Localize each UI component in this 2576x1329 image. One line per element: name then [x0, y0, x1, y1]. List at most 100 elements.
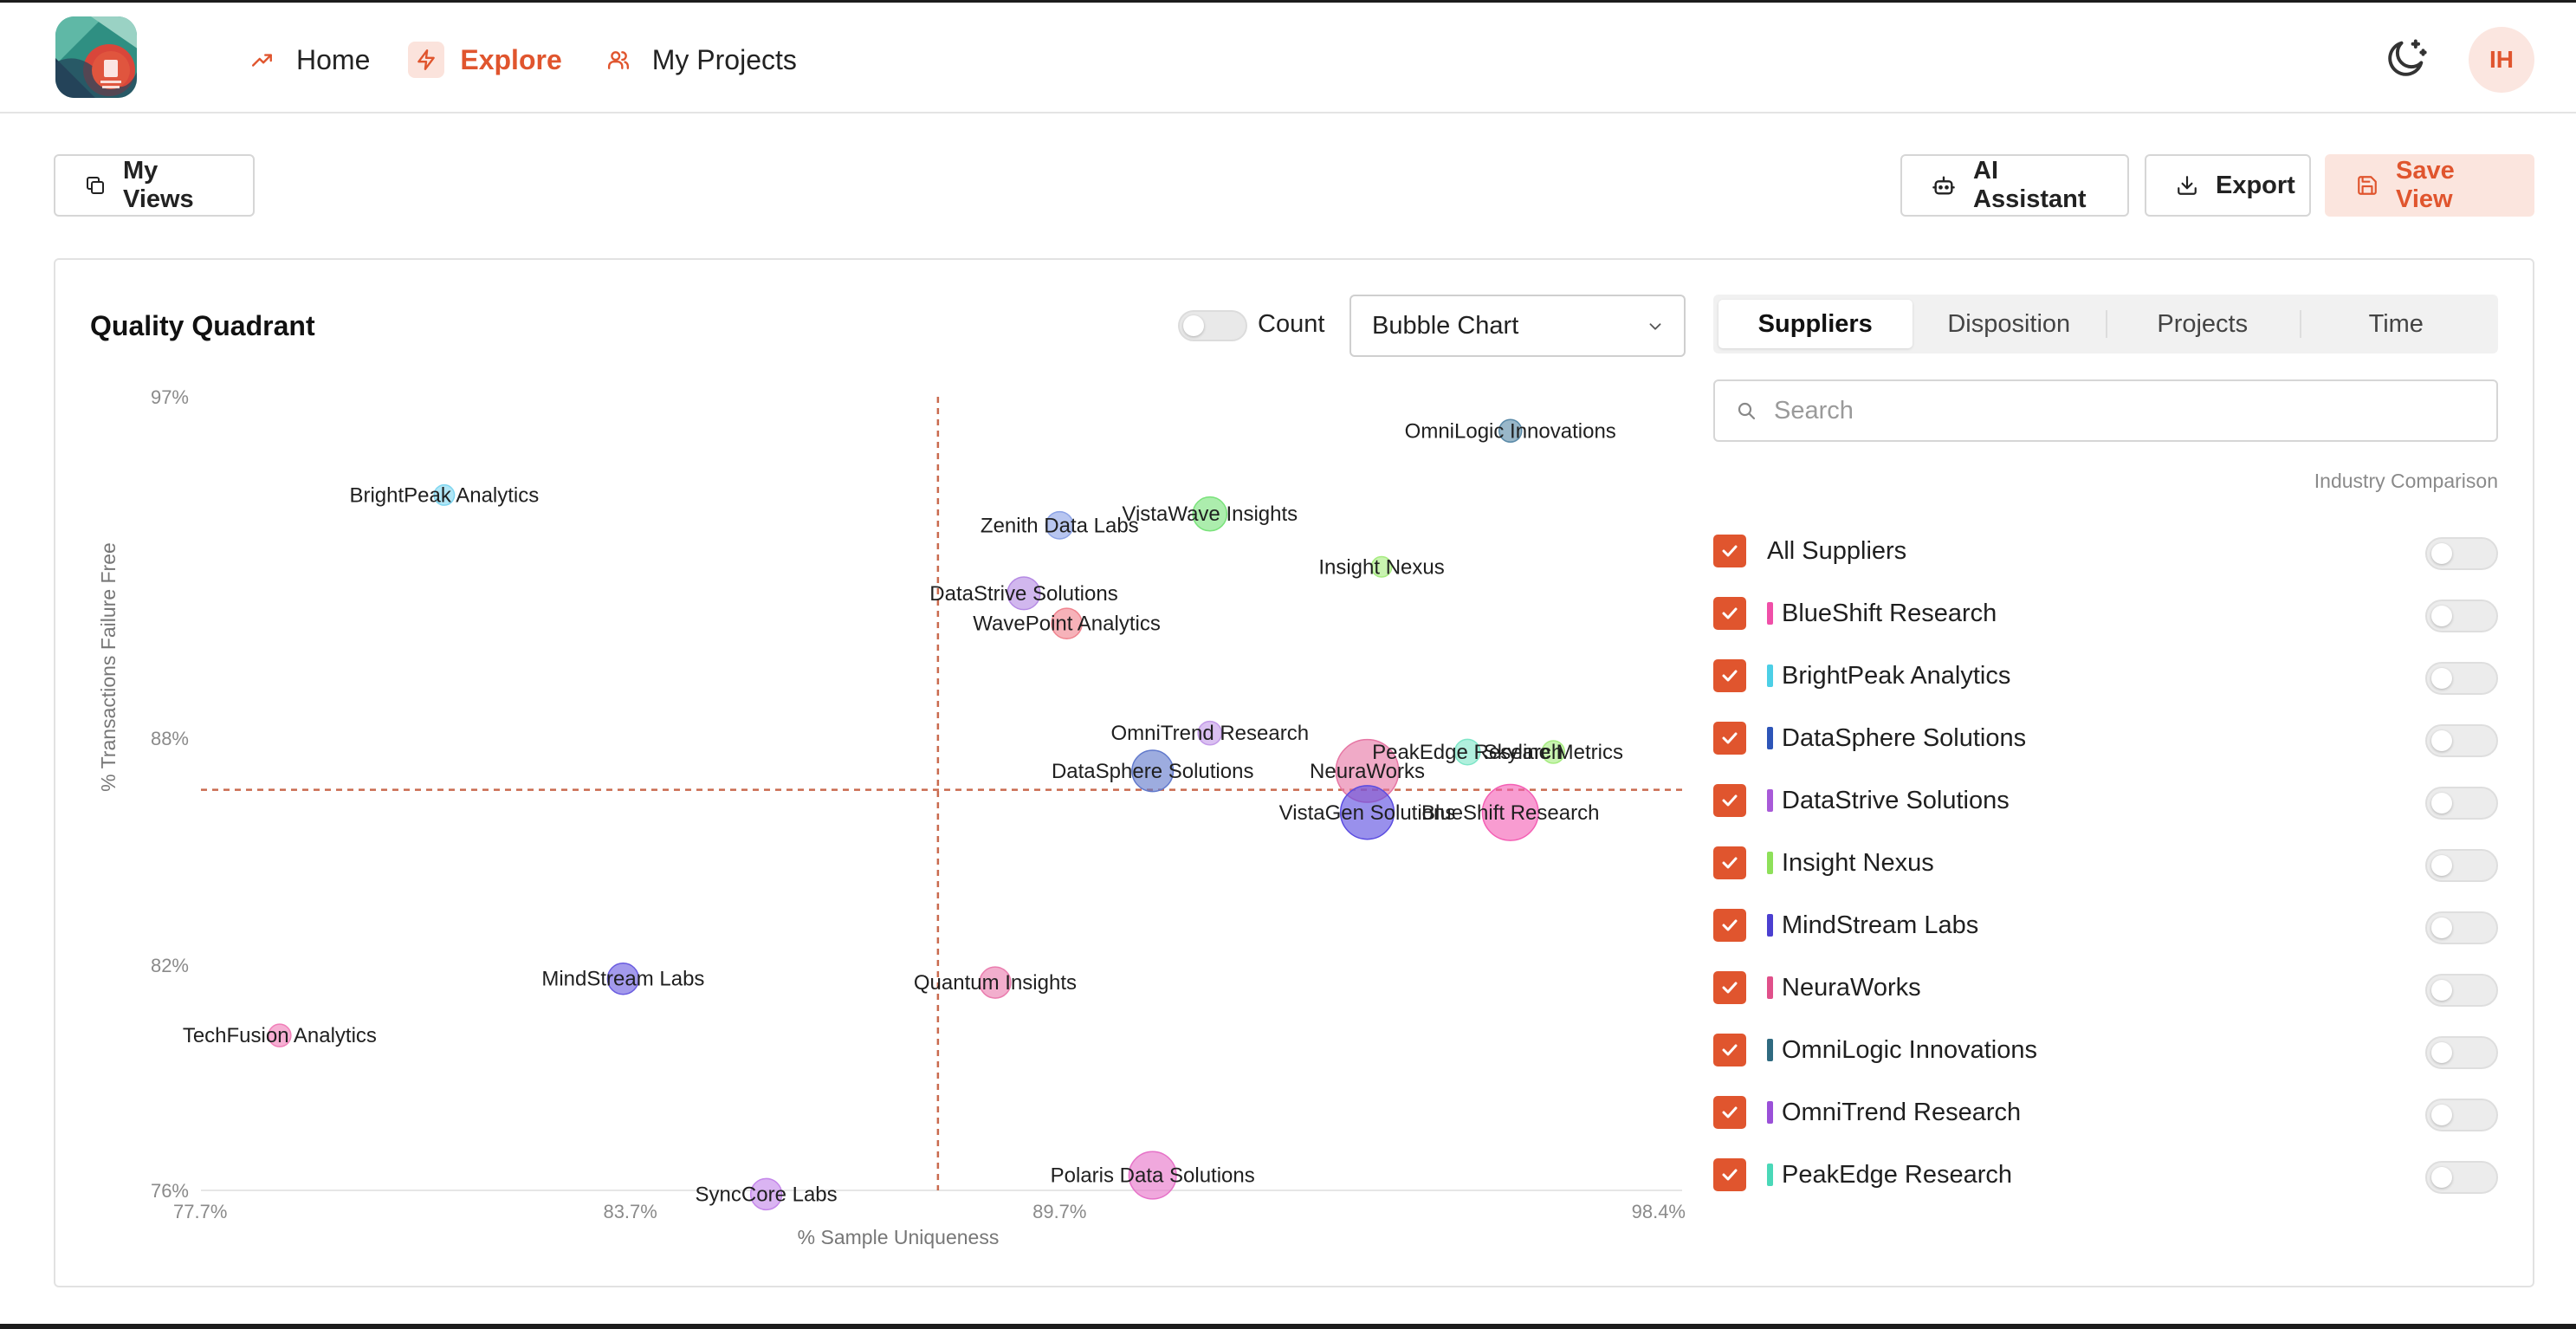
my-views-label: My Views [123, 157, 194, 213]
window-bottom-border [0, 1324, 2576, 1329]
industry-comparison-toggle[interactable] [2425, 537, 2498, 570]
my-views-button[interactable]: My Views [54, 154, 255, 217]
y-tick-label: 97% [151, 386, 189, 408]
industry-comparison-toggle[interactable] [2425, 662, 2498, 695]
tab-disposition[interactable]: Disposition [1947, 309, 2071, 338]
brand-logo[interactable] [54, 15, 139, 100]
supplier-color-swatch [1767, 1039, 1773, 1061]
bubble-label: DataSphere Solutions [1052, 760, 1253, 783]
checkbox-checked[interactable] [1713, 659, 1746, 692]
y-tick-label: 76% [151, 1180, 189, 1202]
user-avatar[interactable]: IH [2469, 27, 2534, 93]
bubble [1481, 783, 1539, 841]
supplier-row[interactable]: DataSphere Solutions [1713, 707, 2498, 769]
checkbox-checked[interactable] [1713, 784, 1746, 817]
supplier-color-swatch [1767, 1101, 1773, 1124]
industry-comparison-toggle[interactable] [2425, 1099, 2498, 1131]
supplier-row[interactable]: BlueShift Research [1713, 582, 2498, 645]
supplier-row-all[interactable]: All Suppliers [1713, 520, 2498, 582]
bubble [1541, 740, 1566, 764]
y-axis-title: % Transactions Failure Free [97, 542, 120, 792]
y-tick-label: 88% [151, 728, 189, 749]
check-icon [1722, 545, 1738, 557]
y-tick-label: 82% [151, 955, 189, 976]
bubble [1197, 720, 1223, 746]
search-icon [1738, 402, 1756, 420]
checkbox-checked[interactable] [1713, 597, 1746, 630]
nav-my-projects-label: My Projects [651, 43, 797, 75]
supplier-name: NeuraWorks [1782, 973, 1921, 1002]
top-navigation-bar: Home Explore My Projects IH [0, 3, 2576, 113]
check-icon [1722, 732, 1738, 744]
bubble-chart-canvas: 77.7% 83.7% 89.7% 98.4% 97% 88% 82% 76% % Sample… [97, 386, 1686, 1248]
quality-quadrant-card [54, 258, 2534, 1287]
bubble-label: MindStream Labs [541, 968, 704, 991]
industry-comparison-toggle[interactable] [2425, 849, 2498, 882]
industry-comparison-toggle[interactable] [2425, 787, 2498, 820]
bubble-label: OmniTrend Research [1111, 722, 1310, 745]
trending-up-icon [244, 42, 281, 78]
tab-time[interactable]: Time [2299, 300, 2494, 348]
supplier-row[interactable]: PeakEdge Research [1713, 1144, 2498, 1206]
supplier-row[interactable]: Insight Nexus [1713, 832, 2498, 894]
supplier-row[interactable]: MindStream Labs [1713, 894, 2498, 956]
nav-explore-label: Explore [460, 43, 562, 75]
supplier-row[interactable]: BrightPeak Analytics [1713, 645, 2498, 707]
industry-comparison-toggle[interactable] [2425, 1161, 2498, 1194]
bubble [749, 1177, 783, 1211]
bubble-label: VistaWave Insights [1122, 502, 1298, 526]
supplier-name: All Suppliers [1767, 536, 1907, 565]
bubble-label: Skyline Metrics [1484, 741, 1623, 764]
nav-explore[interactable]: Explore [398, 27, 572, 93]
nav-home[interactable]: Home [234, 27, 380, 93]
supplier-color-swatch [1767, 1164, 1773, 1186]
checkbox-checked[interactable] [1713, 1034, 1746, 1066]
industry-comparison-toggle[interactable] [2425, 1036, 2498, 1069]
supplier-name: OmniLogic Innovations [1782, 1035, 2037, 1064]
check-icon [1722, 919, 1738, 931]
checkbox-checked[interactable] [1713, 1096, 1746, 1129]
count-toggle[interactable] [1178, 310, 1247, 341]
nav-home-label: Home [296, 43, 371, 75]
bubble [1045, 510, 1074, 540]
export-button[interactable]: Export [2145, 154, 2311, 217]
nav-my-projects[interactable]: My Projects [590, 27, 807, 93]
checkbox-checked[interactable] [1713, 722, 1746, 755]
industry-comparison-toggle[interactable] [2425, 724, 2498, 757]
checkbox-checked[interactable] [1713, 535, 1746, 567]
bubble [1051, 607, 1083, 640]
supplier-row[interactable]: OmniLogic Innovations [1713, 1019, 2498, 1081]
bubble [606, 963, 640, 995]
bubble-label: BrightPeak Analytics [349, 483, 539, 507]
supplier-name: DataStrive Solutions [1782, 786, 2010, 814]
chart-type-select[interactable]: Bubble Chart [1349, 295, 1686, 357]
supplier-row[interactable]: NeuraWorks [1713, 956, 2498, 1019]
checkbox-checked[interactable] [1713, 971, 1746, 1004]
industry-comparison-toggle[interactable] [2425, 974, 2498, 1007]
bot-icon [1932, 176, 1955, 195]
industry-comparison-toggle[interactable] [2425, 911, 2498, 944]
save-view-button[interactable]: Save View [2325, 154, 2534, 217]
supplier-color-swatch [1767, 602, 1773, 625]
supplier-color-swatch [1767, 852, 1773, 874]
supplier-name: MindStream Labs [1782, 911, 1979, 939]
supplier-row[interactable]: OmniTrend Research [1713, 1081, 2498, 1144]
ai-assistant-button[interactable]: AI Assistant [1900, 154, 2129, 217]
checkbox-checked[interactable] [1713, 909, 1746, 942]
checkbox-checked[interactable] [1713, 846, 1746, 879]
tab-suppliers[interactable]: Suppliers [1718, 300, 1913, 348]
tab-projects[interactable]: Projects [2106, 300, 2300, 348]
supplier-row[interactable]: DataStrive Solutions [1713, 769, 2498, 832]
moon-icon[interactable] [2384, 36, 2429, 81]
industry-comparison-toggle[interactable] [2425, 600, 2498, 632]
search-input[interactable] [1774, 396, 2450, 425]
check-icon [1722, 1044, 1738, 1056]
bubble-label: TechFusion Analytics [183, 1024, 377, 1047]
bubble [979, 966, 1012, 999]
users-icon [600, 42, 637, 78]
bubble-label: Zenith Data Labs [981, 514, 1139, 537]
check-icon [1722, 670, 1738, 682]
x-tick-label: 83.7% [603, 1201, 657, 1222]
check-icon [1722, 857, 1738, 869]
checkbox-checked[interactable] [1713, 1158, 1746, 1191]
